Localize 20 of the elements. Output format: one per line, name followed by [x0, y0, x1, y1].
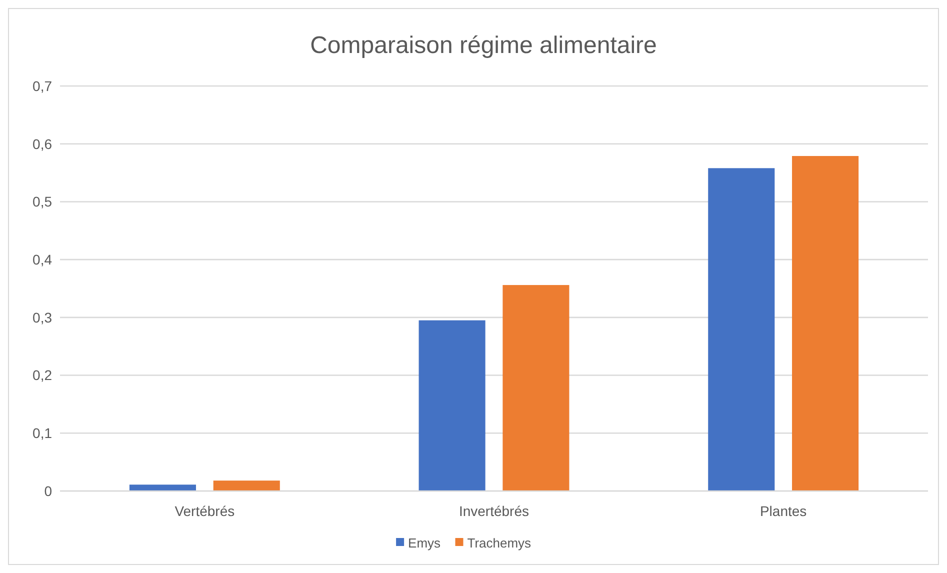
y-tick-label: 0,2 [32, 367, 52, 384]
x-tick-label: Invertébrés [458, 503, 530, 519]
bar [708, 168, 775, 491]
x-tick-label: Vertébrés [174, 503, 235, 519]
y-tick-label: 0,3 [32, 309, 52, 326]
y-tick-label: 0,6 [32, 136, 52, 152]
bar [129, 484, 196, 491]
bar [418, 320, 486, 491]
y-tick-label: 0,4 [32, 251, 52, 268]
chart-title: Comparaison régime alimentaire [310, 32, 657, 59]
y-tick-label: 0,1 [32, 425, 52, 442]
bar [502, 285, 570, 491]
bar [792, 156, 859, 491]
y-tick-label: 0 [44, 482, 52, 499]
bar [213, 480, 280, 491]
y-tick-label: 0,7 [32, 78, 52, 94]
legend-label: Emys [408, 536, 442, 551]
y-tick-label: 0,5 [32, 194, 52, 210]
x-tick-label: Plantes [760, 503, 807, 519]
legend-label: Trachemys [467, 536, 532, 551]
